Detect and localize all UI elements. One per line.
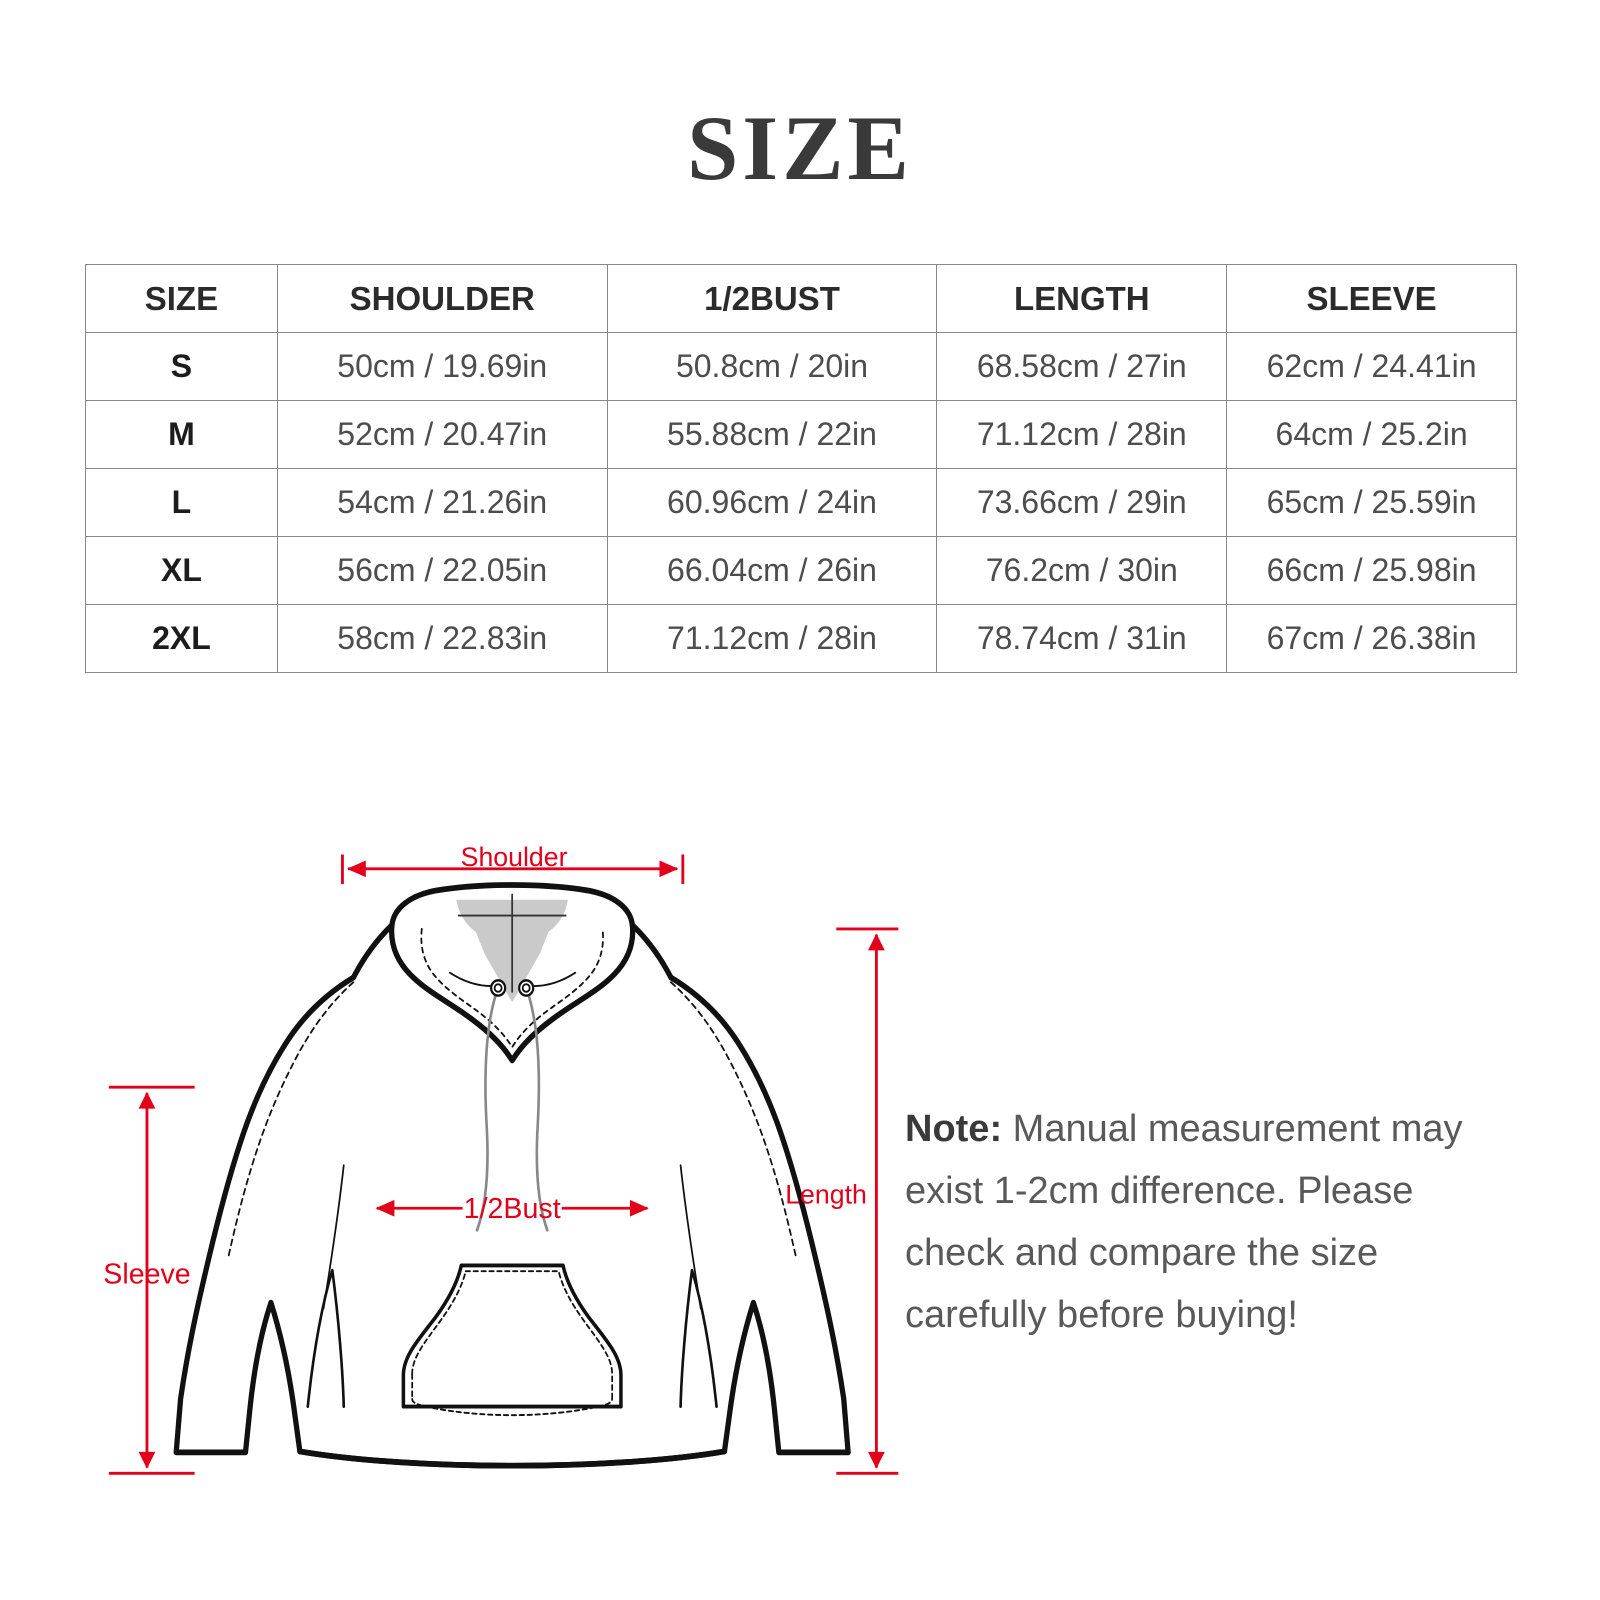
svg-text:Sleeve: Sleeve — [103, 1259, 190, 1291]
svg-text:Shoulder: Shoulder — [461, 842, 568, 872]
svg-text:Length: Length — [785, 1179, 867, 1209]
svg-text:1/2Bust: 1/2Bust — [464, 1193, 561, 1225]
